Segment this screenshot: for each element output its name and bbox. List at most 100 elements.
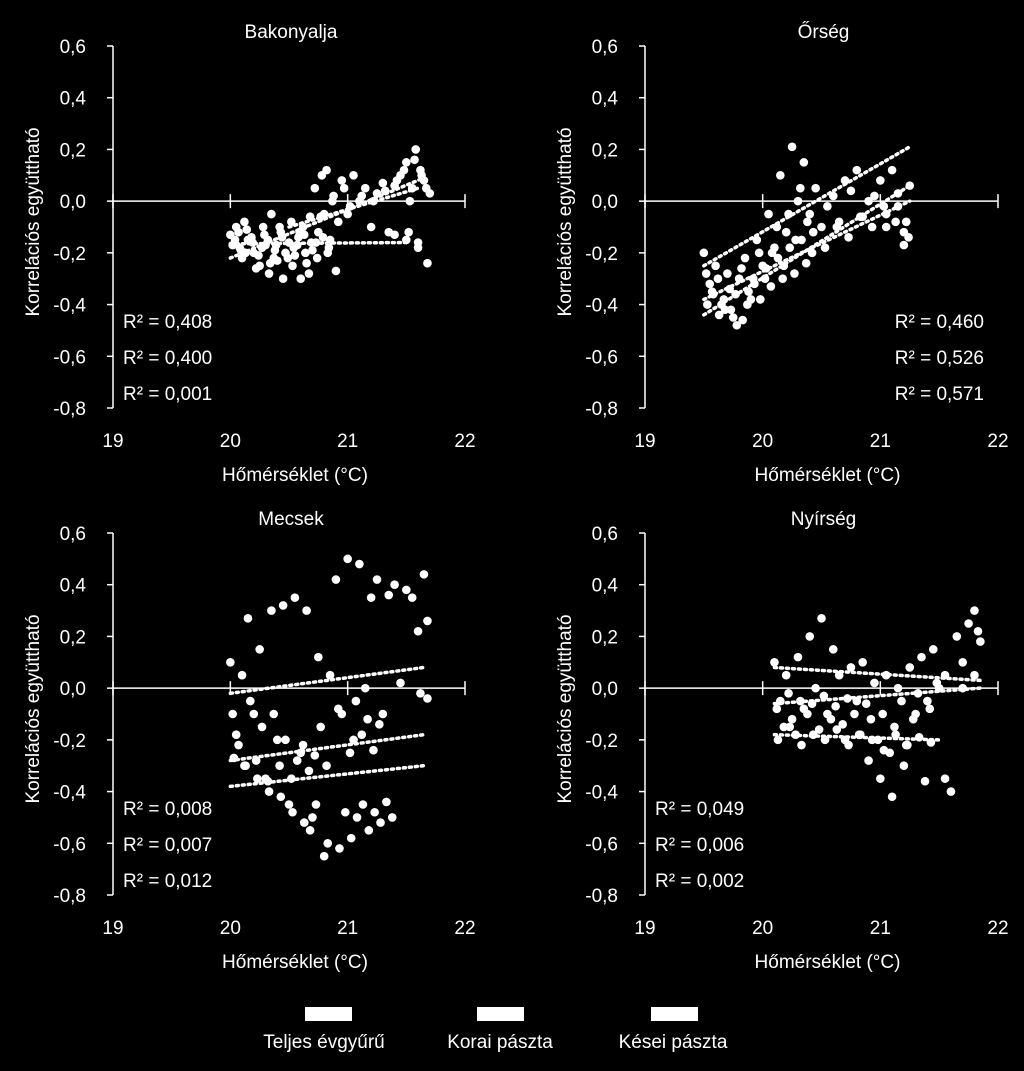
data-point: [410, 155, 419, 165]
data-point: [850, 709, 859, 719]
y-tick-label: 0,2: [60, 627, 86, 648]
chart-title: Mecsek: [258, 509, 324, 530]
y-tick-label: 0,6: [60, 37, 86, 58]
data-point: [787, 714, 797, 724]
r2-label: R² = 0,002: [655, 871, 744, 892]
data-point: [787, 142, 797, 152]
data-point: [255, 645, 264, 654]
data-point: [249, 709, 259, 719]
r2-label: R² = 0,049: [655, 799, 744, 820]
data-point: [333, 217, 343, 227]
chart-title: Bakonyalja: [245, 22, 338, 43]
data-point: [357, 730, 367, 739]
x-axis-label: Hőmérséklet (°C): [222, 952, 368, 973]
data-point: [416, 689, 425, 698]
data-point: [832, 725, 842, 734]
data-point: [823, 202, 832, 211]
data-point: [322, 165, 331, 175]
y-tick-label: 0,0: [592, 679, 618, 700]
data-point: [738, 315, 747, 325]
x-tick-label: 21: [337, 431, 358, 452]
y-tick-label: 0,2: [592, 627, 618, 648]
data-point: [242, 225, 252, 234]
y-tick-label: 0,6: [592, 524, 618, 545]
x-tick-label: 19: [102, 431, 123, 452]
data-point: [803, 709, 812, 719]
data-point: [893, 683, 903, 693]
data-point: [797, 235, 806, 245]
data-point: [826, 714, 836, 724]
data-point: [281, 735, 290, 745]
data-point: [832, 222, 842, 232]
data-point: [779, 722, 789, 732]
r2-label: R² = 0,008: [123, 799, 212, 820]
data-point: [699, 248, 709, 258]
data-point: [267, 209, 276, 219]
data-point: [311, 800, 321, 809]
data-point: [302, 606, 311, 615]
chart-panel-1: Bakonyalja -0,8 -0,6 -0,4 -0,2 0,0 0,2 0,4 0,6 19…: [23, 22, 476, 486]
r2-label: R² = 0,400: [123, 348, 212, 369]
y-tick-label: -0,8: [585, 886, 618, 907]
data-point: [369, 745, 378, 755]
y-tick-label: 0,6: [60, 524, 86, 545]
data-point: [799, 158, 809, 167]
data-point: [703, 300, 712, 309]
data-point: [920, 776, 930, 786]
data-point: [402, 585, 411, 595]
legend-swatch: [477, 1007, 524, 1021]
data-point: [376, 818, 385, 827]
data-point: [314, 652, 323, 662]
data-point: [267, 606, 276, 615]
data-point: [328, 196, 337, 206]
data-point: [764, 209, 773, 219]
data-point: [952, 632, 962, 641]
data-point: [891, 730, 900, 739]
x-tick-label: 19: [102, 918, 123, 939]
data-point: [304, 269, 314, 278]
chart-title: Nyírség: [791, 509, 856, 530]
data-point: [417, 170, 426, 180]
data-point: [288, 261, 297, 271]
data-point: [264, 787, 274, 796]
data-point: [337, 176, 347, 185]
data-point: [363, 714, 372, 724]
data-point: [305, 826, 315, 835]
r2-label: R² = 0,526: [895, 348, 984, 369]
data-point: [878, 709, 887, 719]
data-point: [392, 176, 402, 185]
data-point: [341, 807, 350, 817]
y-axis-label: Korrelációs együttható: [23, 614, 44, 803]
data-point: [349, 735, 358, 745]
data-point: [423, 694, 432, 703]
r2-label: R² = 0,460: [895, 312, 984, 333]
legend-label: Kései pászta: [619, 1032, 728, 1053]
y-axis-label: Korrelációs együttható: [555, 127, 576, 316]
x-tick-label: 21: [337, 918, 358, 939]
x-tick-label: 22: [454, 431, 475, 452]
y-tick-label: -0,4: [585, 783, 618, 804]
data-point: [243, 614, 253, 623]
data-point: [257, 722, 267, 732]
data-point: [234, 740, 243, 750]
trendline-3: [702, 183, 912, 317]
data-point: [366, 593, 376, 602]
data-point: [793, 652, 803, 662]
data-point: [946, 787, 956, 796]
data-point: [891, 217, 900, 227]
y-tick-label: -0,6: [53, 834, 86, 855]
data-point: [366, 222, 376, 232]
y-tick-label: -0,2: [585, 731, 618, 752]
data-point: [304, 766, 314, 776]
y-tick-label: -0,2: [53, 731, 86, 752]
legend-label: Teljes évgyűrű: [263, 1032, 384, 1053]
data-point: [773, 253, 783, 263]
data-point: [423, 616, 432, 626]
data-point: [372, 575, 382, 584]
data-point: [275, 761, 284, 771]
data-point: [767, 248, 777, 258]
data-point: [310, 751, 320, 760]
data-point: [876, 774, 885, 783]
data-point: [776, 170, 785, 180]
data-point: [405, 196, 415, 206]
